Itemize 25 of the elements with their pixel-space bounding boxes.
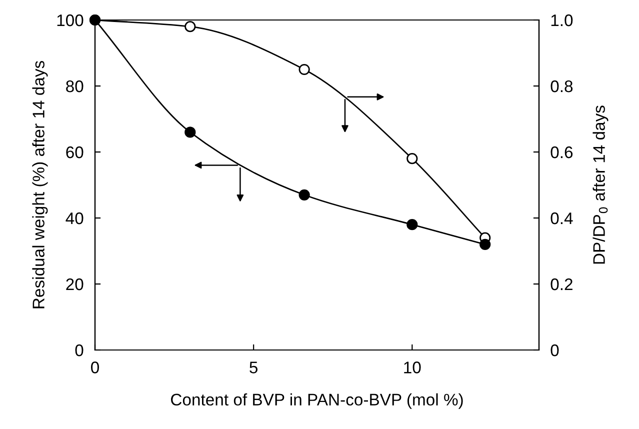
x-axis-title: Content of BVP in PAN-co-BVP (mol %) <box>171 393 463 409</box>
point <box>184 21 196 32</box>
x-tick-label: 5 <box>250 362 258 374</box>
y-tick-label: 80 <box>66 80 84 92</box>
point <box>480 238 491 250</box>
y2-tick-label: 0.2 <box>550 278 572 290</box>
y2-axis-title: DP/DP$_{0}$ after 14 days <box>592 106 608 264</box>
y2-tick-label: 0 <box>550 344 559 356</box>
y2-tick-label: 0.6 <box>550 146 573 158</box>
y2-tick-label: 0.8 <box>550 80 573 92</box>
x-tick-label: 10 <box>404 362 421 374</box>
y-tick-label: 20 <box>66 278 84 290</box>
y2-tick-label: 0.4 <box>550 212 573 224</box>
y-tick-label: 100 <box>57 14 84 26</box>
point <box>298 189 310 200</box>
y-tick-label: 0 <box>75 344 84 356</box>
y-axis-title: Residual weight (%) after 14 days <box>32 60 48 308</box>
y-tick-label: 40 <box>66 212 84 224</box>
x-tick-label: 0 <box>91 362 99 374</box>
point <box>298 64 310 76</box>
y2-tick-label: 1.0 <box>551 14 573 26</box>
y-tick-label: 60 <box>66 146 84 158</box>
point <box>406 219 418 230</box>
point <box>406 153 418 164</box>
point <box>184 126 196 138</box>
